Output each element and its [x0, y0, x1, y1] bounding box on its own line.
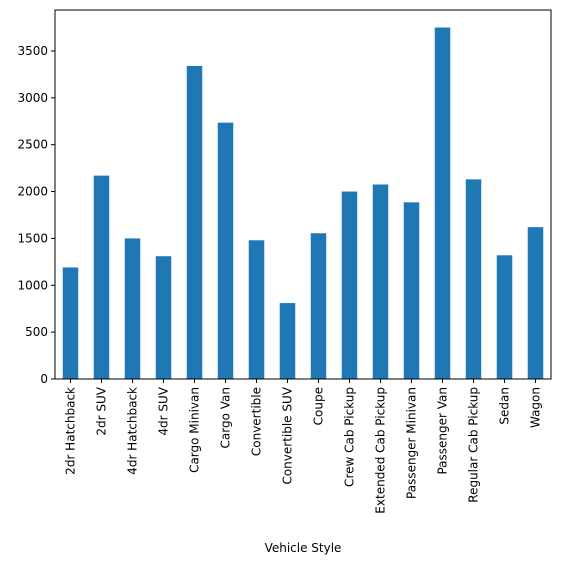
y-tick-label: 3000 [17, 91, 48, 105]
x-tick-label: Extended Cab Pickup [374, 387, 388, 514]
x-tick-label: 2dr SUV [95, 386, 109, 435]
y-axis: 0 500 1000 1500 2000 2500 3000 3500 [17, 44, 55, 386]
y-tick-label: 2500 [17, 138, 48, 152]
bar [93, 175, 110, 379]
bar [217, 122, 234, 379]
bar [62, 267, 79, 379]
x-tick-label: Passenger Van [436, 387, 450, 475]
y-tick-label: 3500 [17, 44, 48, 58]
bar [434, 27, 451, 380]
x-tick-label: 4dr Hatchback [126, 387, 140, 475]
bars-group [62, 27, 544, 380]
x-tick-label: Passenger Minivan [405, 387, 419, 499]
x-tick-label: Sedan [498, 387, 512, 425]
x-tick-label: Cargo Minivan [188, 387, 202, 473]
bar [496, 255, 513, 379]
bar [527, 227, 544, 379]
x-tick-label: Convertible SUV [281, 386, 295, 484]
y-tick-label: 500 [25, 325, 48, 339]
x-tick-label: Wagon [529, 387, 543, 428]
x-tick-label: Cargo Van [219, 387, 233, 448]
y-tick-label: 2000 [17, 185, 48, 199]
x-tick-label: Convertible [250, 387, 264, 456]
bar [310, 233, 327, 379]
bar [372, 184, 389, 379]
y-tick-label: 1000 [17, 278, 48, 292]
x-tick-label: 2dr Hatchback [64, 387, 78, 475]
x-axis-label: Vehicle Style [265, 541, 342, 555]
bar [124, 238, 141, 379]
y-tick-label: 1500 [17, 231, 48, 245]
x-axis: 2dr Hatchback 2dr SUV 4dr Hatchback 4dr SUV… [64, 379, 543, 514]
bar [403, 202, 420, 379]
plot-frame [54, 9, 552, 380]
bar [248, 240, 265, 379]
bar [465, 179, 482, 379]
bar [186, 65, 203, 380]
x-tick-label: 4dr SUV [157, 386, 171, 435]
bar [155, 256, 172, 379]
x-tick-label: Crew Cab Pickup [343, 387, 357, 487]
y-tick-label: 0 [40, 372, 48, 386]
x-tick-label: Regular Cab Pickup [467, 387, 481, 503]
bar [341, 191, 358, 379]
bar [279, 303, 296, 379]
x-tick-label: Coupe [312, 387, 326, 425]
